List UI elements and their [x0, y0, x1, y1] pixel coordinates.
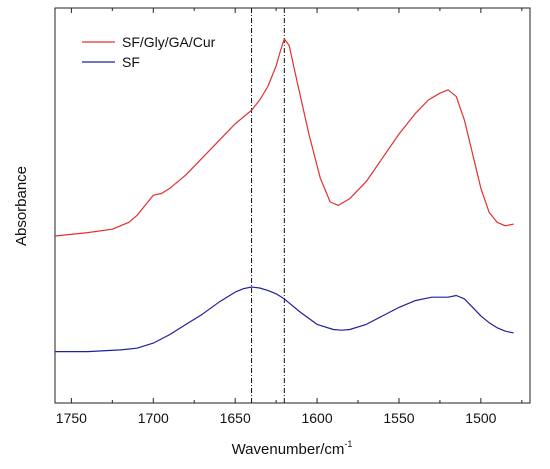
x-axis-label-superscript: -1: [344, 439, 352, 449]
x-axis-ticks: 1750 1700 1650 1600 1550 1500: [56, 8, 523, 426]
series-line-sf-gly-ga-cur: [54, 38, 514, 237]
x-axis-label-main: Wavenumber/cm: [232, 441, 345, 458]
series-layer: [54, 38, 514, 353]
x-tick-label: 1550: [383, 410, 414, 426]
x-tick-label: 1600: [301, 410, 332, 426]
plot-frame: [54, 7, 531, 404]
x-tick-label: 1750: [56, 410, 87, 426]
x-tick-label: 1700: [138, 410, 169, 426]
legend: SF/Gly/GA/Cur SF: [82, 34, 216, 70]
series-line-sf: [55, 286, 514, 353]
legend-label: SF: [122, 54, 140, 70]
y-axis-label: Absorbance: [13, 166, 30, 246]
x-axis-label: Wavenumber/cm-1: [232, 439, 353, 458]
legend-label: SF/Gly/GA/Cur: [122, 34, 216, 50]
x-tick-label: 1500: [465, 410, 496, 426]
x-tick-label: 1650: [220, 410, 251, 426]
reference-lines: [251, 8, 285, 403]
